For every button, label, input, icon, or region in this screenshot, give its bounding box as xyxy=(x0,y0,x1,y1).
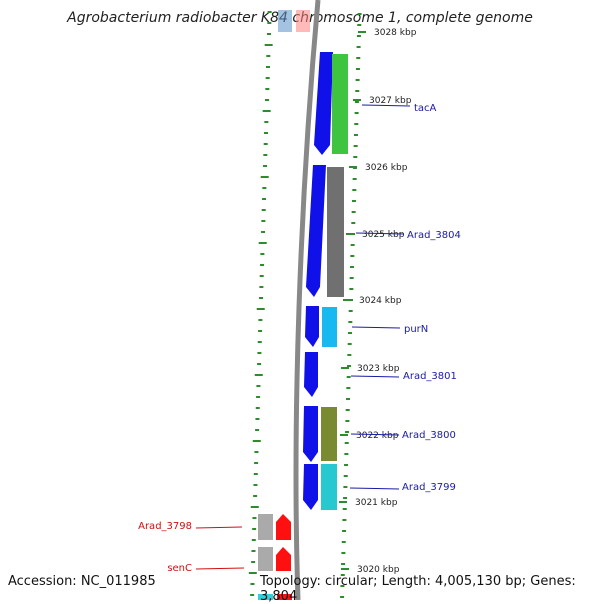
gene-arrow xyxy=(304,352,318,397)
kbp-tick-label: 3020 kbp xyxy=(357,565,400,575)
gene-arrow xyxy=(303,406,318,462)
cog-block xyxy=(258,547,273,571)
kbp-tick-label: 3025 kbp xyxy=(362,230,405,240)
tick-labels: 3028 kbp 3027 kbp 3026 kbp 3025 kbp 3024 kbp… xyxy=(339,28,417,575)
gene-leader-line xyxy=(349,487,400,490)
gene-label: Arad_3801 xyxy=(403,371,457,382)
cog-block xyxy=(321,407,337,461)
kbp-tick-label: 3026 kbp xyxy=(365,163,408,173)
kbp-tick-label: 3022 kbp xyxy=(356,431,399,441)
gene-arrow xyxy=(276,547,291,571)
cog-block xyxy=(258,594,273,600)
cog-block xyxy=(258,514,273,540)
cog-block xyxy=(277,594,292,600)
gene-arrow xyxy=(306,165,326,297)
gene-leader-line xyxy=(195,567,245,570)
gene-leader-line xyxy=(350,433,400,436)
gene-label: Arad_3804 xyxy=(407,230,461,241)
gene-leader-line xyxy=(351,326,401,329)
chromosome-backbone xyxy=(293,0,321,600)
gene-arrow xyxy=(276,514,291,540)
gene-block xyxy=(296,10,310,32)
kbp-tick-label: 3024 kbp xyxy=(359,296,402,306)
kbp-tick-label: 3027 kbp xyxy=(369,96,412,106)
inner-ticks xyxy=(248,11,273,596)
gene-labels: tacA Arad_3804 purN Arad_3801 Arad_3800 Arad_… xyxy=(138,103,461,574)
accession-label: Accession: NC_011985 xyxy=(8,574,156,589)
gene-leader-line xyxy=(350,375,400,378)
cog-block xyxy=(327,167,344,297)
cog-block xyxy=(332,54,348,154)
cog-block xyxy=(322,307,337,347)
gene-leader-line xyxy=(355,232,405,235)
gene-label: Arad_3799 xyxy=(402,482,456,493)
gene-leader-line xyxy=(361,104,411,107)
gene-label: tacA xyxy=(414,103,437,114)
gene-arrow xyxy=(314,52,333,155)
gene-leader-line xyxy=(195,526,243,529)
gene-block xyxy=(278,10,292,32)
gene-label: Arad_3800 xyxy=(402,430,456,441)
gene-label: Arad_3798 xyxy=(138,521,192,532)
cog-block xyxy=(321,464,337,510)
kbp-tick-label: 3021 kbp xyxy=(355,498,398,508)
gene-label: purN xyxy=(404,324,428,335)
gene-arrow xyxy=(303,464,318,510)
gene-label: senC xyxy=(167,563,192,574)
gene-arrow xyxy=(305,306,319,347)
kbp-tick-label: 3023 kbp xyxy=(357,364,400,374)
kbp-tick-label: 3028 kbp xyxy=(374,28,417,38)
